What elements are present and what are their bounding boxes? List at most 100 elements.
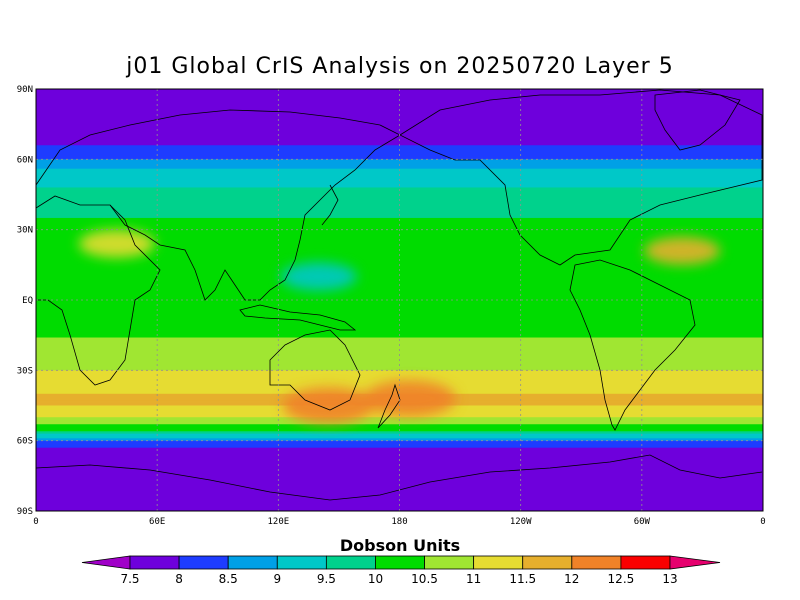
zonal-band [36,264,763,268]
zonal-band [36,271,763,275]
zonal-band [36,377,763,381]
zonal-band [36,494,763,498]
zonal-band [36,105,763,109]
colorbar-title: Dobson Units [339,536,461,555]
colorbar-swatch [325,555,376,570]
zonal-band [36,457,763,461]
zonal-band [36,185,763,189]
lon-tick-label: 0 [33,517,38,527]
zonal-band [36,152,763,156]
zonal-band [36,149,763,153]
zonal-band [36,224,763,228]
zonal-band [36,91,763,95]
zonal-band [36,220,763,224]
colorbar-label: 8.5 [218,572,238,586]
lat-tick-label: 60N [17,155,33,165]
coast-eurasia [36,109,401,301]
zonal-band [36,100,763,104]
zonal-band [36,339,763,343]
zonal-band [36,255,763,259]
colorbar-label: 11.5 [509,572,537,586]
colorbar-swatch [129,555,180,570]
feature-blob [363,380,456,417]
coast-australia [269,329,361,411]
zonal-band [36,110,763,114]
coast-indonesia [239,304,357,331]
colorbar-low-arrow [81,555,131,570]
zonal-band [36,426,763,430]
colorbar [81,555,721,570]
colorbar-swatch [375,555,425,570]
colorbar-high-arrow [669,555,721,570]
zonal-band [36,276,763,280]
lat-tick-label: 90S [17,507,33,517]
zonal-band [36,450,763,453]
zonal-band [36,445,763,449]
zonal-band [36,250,763,254]
lon-tick-label: 120E [267,517,289,527]
lat-tick-label: 60S [17,437,33,447]
zonal-band [36,475,763,479]
feature-blob [280,262,357,291]
zonal-band [36,236,763,240]
zonal-band [36,496,763,500]
coast-new-zealand [377,383,401,429]
lon-tick-label: 60E [149,517,165,527]
lon-tick-label: 60W [634,517,651,527]
zonal-band [36,126,763,130]
colorbar-swatch [424,555,475,570]
zonal-band [36,440,763,444]
zonal-band [36,501,763,505]
lat-tick-label: 30S [17,366,33,376]
zonal-band [36,370,763,374]
lon-tick-label: 120W [510,517,532,527]
colorbar-swatch [522,555,573,570]
zonal-band [36,321,763,325]
colorbar-swatch [227,555,278,570]
colorbar-label: 12.5 [607,572,635,586]
zonal-band [36,375,763,378]
zonal-band [36,232,763,235]
zonal-band [36,229,763,233]
colorbar-swatch [276,555,327,570]
colorbar-label: 9.5 [316,572,336,586]
feature-blob [78,229,155,258]
zonal-band [36,485,763,489]
zonal-band [36,304,763,308]
lon-tick-label: 180 [391,517,407,527]
zonal-band [36,489,763,493]
lat-tick-label: 90N [17,85,33,95]
zonal-band [36,267,763,271]
zonal-band [36,480,763,484]
zonal-band [36,316,763,320]
zonal-band [36,121,763,125]
zonal-band [36,281,763,285]
zonal-band [36,131,763,135]
zonal-band [36,506,763,510]
colorbar-swatch [473,555,524,570]
coast-africa [36,195,161,386]
zonal-band [36,114,763,118]
zonal-band [36,302,763,306]
zonal-band [36,419,763,423]
zonal-band [36,344,763,348]
zonal-band [36,161,763,165]
zonal-band [36,117,763,121]
zonal-band [36,466,763,470]
zonal-band [36,246,763,250]
coastlines [36,89,763,501]
zonal-band [36,417,763,421]
coast-south-america [569,259,696,431]
lat-tick-label: 30N [17,226,33,236]
zonal-band [36,471,763,475]
zonal-band [36,290,763,294]
zonal-band [36,452,763,456]
colorbar-label: 12 [564,572,580,586]
zonal-band [36,431,763,435]
zonal-band [36,414,763,418]
colorbar-label: 7.5 [120,572,140,586]
zonal-band [36,260,763,264]
zonal-band [36,285,763,289]
zonal-band [36,215,763,219]
